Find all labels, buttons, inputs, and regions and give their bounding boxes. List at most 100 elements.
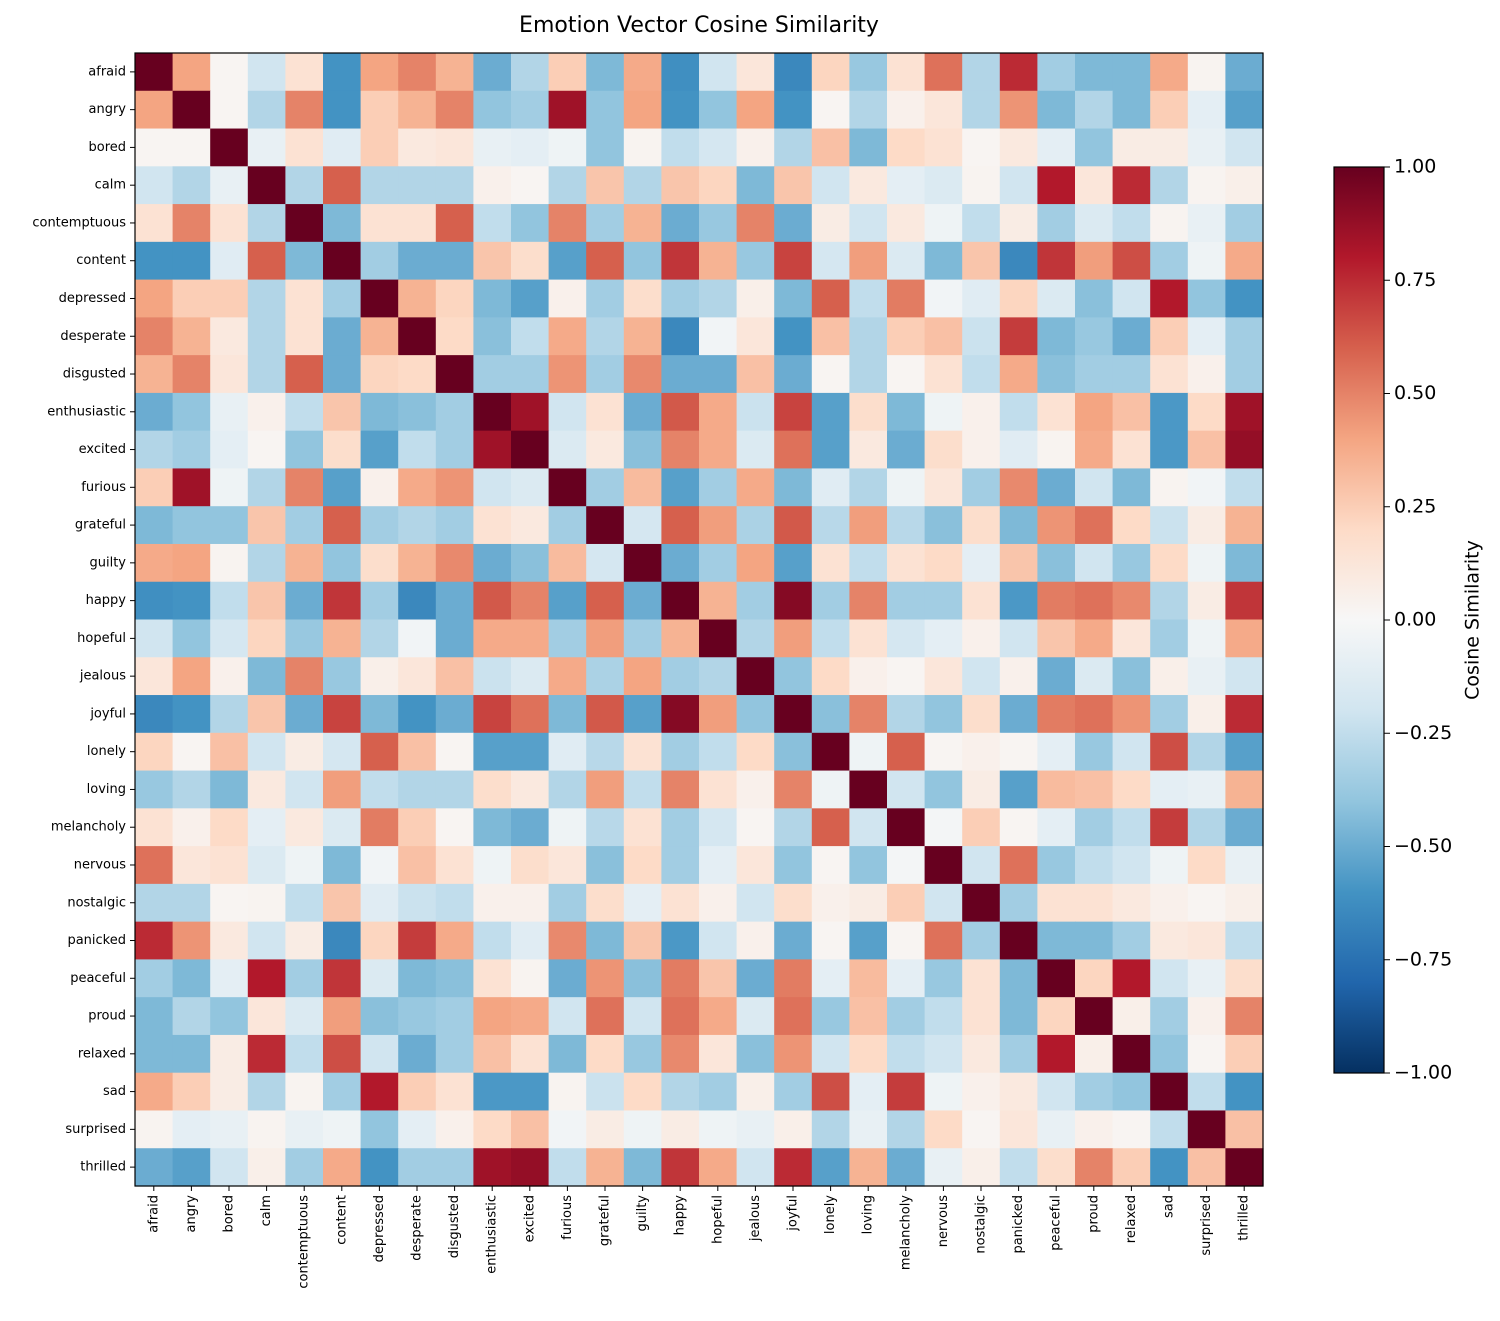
heatmap-cell (511, 808, 550, 847)
heatmap-cell (586, 1034, 625, 1074)
heatmap-cell (1112, 1110, 1151, 1149)
heatmap-cell (774, 166, 813, 205)
heatmap-cell (285, 468, 324, 507)
heatmap-cell (999, 279, 1038, 318)
heatmap-cell (511, 128, 550, 167)
heatmap-cell (398, 468, 437, 507)
heatmap-cell (661, 732, 700, 772)
heatmap-cell (135, 959, 174, 998)
heatmap-cell (699, 90, 738, 130)
heatmap-cell (1225, 770, 1264, 809)
x-tick-label: calm (259, 1195, 274, 1226)
heatmap-cell (699, 695, 738, 734)
heatmap-cell (210, 317, 249, 356)
heatmap-cell (435, 695, 474, 734)
heatmap-cell (623, 166, 662, 205)
heatmap-cell (210, 732, 249, 772)
heatmap-cell (736, 90, 775, 130)
heatmap-cell (924, 128, 963, 167)
heatmap-cell (924, 1072, 963, 1112)
heatmap-cell (285, 506, 324, 545)
heatmap-cell (999, 921, 1038, 960)
heatmap-cell (623, 317, 662, 356)
heatmap-cell (1150, 619, 1189, 658)
heatmap-cell (473, 921, 512, 960)
heatmap-cell (1112, 204, 1151, 243)
heatmap-cell (623, 355, 662, 394)
heatmap-cell (1112, 959, 1151, 998)
heatmap-cell (135, 657, 174, 696)
y-tick-label: happy (86, 593, 127, 608)
heatmap-cell (962, 392, 1001, 432)
heatmap-cell (435, 468, 474, 507)
heatmap-cell (398, 53, 437, 92)
heatmap-cell (360, 543, 399, 583)
heatmap-cell (473, 846, 512, 885)
heatmap-cell (699, 732, 738, 772)
heatmap-cell (172, 279, 211, 318)
heatmap-cell (811, 1034, 850, 1074)
heatmap-cell (548, 355, 587, 394)
heatmap-cell (1037, 1072, 1076, 1112)
heatmap-cell (285, 581, 324, 621)
heatmap-cell (285, 921, 324, 960)
heatmap-cell (135, 1110, 174, 1149)
heatmap-cell (360, 732, 399, 772)
heatmap-cell (398, 770, 437, 809)
y-tick-label: jealous (79, 669, 126, 684)
y-tick-label: melancholy (51, 820, 126, 835)
heatmap-cell (1225, 543, 1264, 583)
heatmap-cell (924, 53, 963, 92)
heatmap-cell (887, 204, 926, 243)
heatmap-cell (586, 921, 625, 960)
heatmap-cell (1037, 90, 1076, 130)
heatmap-cell (360, 770, 399, 809)
heatmap-cell (135, 883, 174, 923)
heatmap-cell (1075, 506, 1114, 545)
heatmap-cell (1225, 166, 1264, 205)
heatmap-cell (1075, 883, 1114, 923)
heatmap-cell (924, 204, 963, 243)
heatmap-cell (511, 543, 550, 583)
heatmap-cell (924, 846, 963, 885)
heatmap-cell (924, 543, 963, 583)
heatmap-cell (1225, 581, 1264, 621)
y-tick-label: angry (89, 102, 127, 117)
heatmap-cell (699, 317, 738, 356)
heatmap-cell (210, 430, 249, 470)
heatmap-cell (360, 317, 399, 356)
heatmap-cell (360, 468, 399, 507)
heatmap-cell (623, 657, 662, 696)
heatmap-cell (548, 53, 587, 92)
heatmap-cell (1037, 1110, 1076, 1149)
heatmap-cell (999, 808, 1038, 847)
heatmap-cell (962, 241, 1001, 281)
heatmap-cell (849, 921, 888, 960)
heatmap-cell (811, 1110, 850, 1149)
heatmap-cell (1037, 468, 1076, 507)
heatmap-cell (887, 1148, 926, 1187)
heatmap-cell (887, 1034, 926, 1074)
heatmap-cell (172, 921, 211, 960)
heatmap-cell (774, 1034, 813, 1074)
y-tick-label: calm (95, 178, 126, 193)
heatmap-cell (511, 279, 550, 318)
heatmap-cell (1112, 128, 1151, 167)
heatmap-cell (849, 657, 888, 696)
heatmap-cell (999, 128, 1038, 167)
heatmap-cell (999, 657, 1038, 696)
heatmap-cell (1150, 355, 1189, 394)
heatmap-cell (135, 695, 174, 734)
heatmap-cell (811, 695, 850, 734)
heatmap-cell (1187, 166, 1226, 205)
heatmap-cell (586, 204, 625, 243)
heatmap-cell (1075, 808, 1114, 847)
heatmap-cell (1225, 921, 1264, 960)
heatmap-cell (887, 317, 926, 356)
heatmap-cell (548, 166, 587, 205)
heatmap-cell (586, 279, 625, 318)
heatmap-cell (285, 355, 324, 394)
y-tick-label: bored (88, 140, 126, 155)
heatmap-cell (811, 204, 850, 243)
heatmap-cell (511, 1034, 550, 1074)
